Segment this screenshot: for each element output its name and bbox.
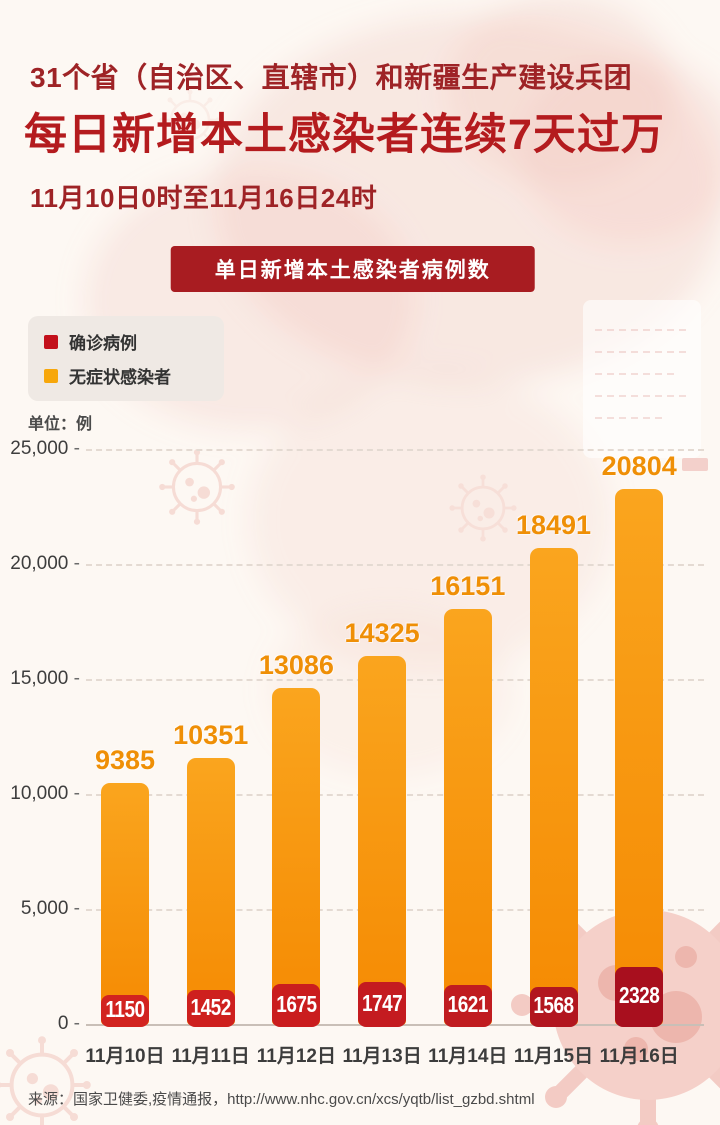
- source-note: 来源：国家卫健委,疫情通报，http://www.nhc.gov.cn/xcs/…: [28, 1091, 535, 1108]
- gridline: [86, 449, 704, 451]
- virus-outline-icon: [0, 88, 518, 1125]
- legend-label-asymptomatic: 无症状感染者: [69, 368, 171, 387]
- bar-11月10日: 1150: [101, 783, 149, 1027]
- y-axis-label: 5,000: [0, 898, 80, 920]
- bar-confirmed-segment: 1747: [358, 982, 407, 1027]
- x-axis-label: 11月12日: [256, 1046, 336, 1067]
- unit-label: 单位：例: [28, 416, 93, 433]
- bar-11月11日: 1452: [186, 758, 235, 1027]
- legend-swatch-confirmed-icon: [44, 334, 58, 349]
- legend: 确诊病例 无症状感染者: [28, 316, 224, 401]
- faded-card: [583, 300, 708, 471]
- page-title: 每日新增本土感染者连续7天过万: [24, 111, 665, 159]
- x-axis-label: 11月10日: [85, 1046, 165, 1067]
- bar-total-label: 16151: [430, 571, 506, 601]
- bar-11月12日: 1675: [272, 688, 321, 1027]
- header-subtitle: 31个省（自治区、直辖市）和新疆生产建设兵团: [30, 62, 633, 93]
- y-axis-label: 20,000: [0, 553, 80, 575]
- date-range: 11月10日0时至11月16日24时: [30, 183, 378, 213]
- x-axis-label: 11月14日: [428, 1046, 508, 1067]
- x-axis-label: 11月16日: [599, 1046, 679, 1067]
- bar-confirmed-segment: 1452: [186, 990, 235, 1027]
- bar-confirmed-value: 1621: [447, 992, 489, 1019]
- legend-item-confirmed: 确诊病例: [44, 329, 208, 354]
- bar-confirmed-value: 2328: [619, 983, 660, 1010]
- x-axis-label: 11月11日: [171, 1046, 250, 1067]
- bar-11月16日: 2328: [615, 489, 664, 1027]
- y-axis-label: 10,000: [0, 783, 80, 805]
- bar-confirmed-value: 1747: [361, 991, 403, 1017]
- legend-swatch-asymptomatic-icon: [44, 368, 58, 383]
- bar-confirmed-value: 1675: [276, 992, 317, 1018]
- bar-confirmed-value: 1150: [105, 997, 145, 1024]
- x-axis-label: 11月15日: [513, 1046, 594, 1067]
- bar-confirmed-segment: 1150: [101, 995, 149, 1027]
- chart-title-badge: 单日新增本土感染者病例数: [170, 246, 535, 292]
- gridline: [86, 564, 704, 566]
- bar-confirmed-segment: 1621: [443, 985, 492, 1027]
- bar-total-label: 10351: [173, 720, 249, 750]
- bar-11月14日: 1621: [443, 609, 492, 1027]
- bar-total-label: 14325: [344, 618, 420, 648]
- legend-item-asymptomatic: 无症状感染者: [44, 363, 208, 388]
- bar-total-label: 18491: [515, 510, 592, 540]
- bar-total-label: 9385: [94, 745, 156, 775]
- y-axis-label: 0: [0, 1013, 80, 1035]
- bar-11月13日: 1747: [358, 656, 407, 1027]
- bar-confirmed-value: 1568: [533, 993, 574, 1020]
- x-axis-label: 11月13日: [342, 1046, 422, 1067]
- y-axis-label: 15,000: [0, 668, 80, 690]
- legend-label-confirmed: 确诊病例: [69, 334, 137, 353]
- bar-total-label: 13086: [258, 650, 334, 680]
- y-axis-label: 25,000: [0, 438, 80, 460]
- bar-confirmed-segment: 2328: [615, 967, 664, 1027]
- bar-confirmed-segment: 1675: [272, 984, 321, 1027]
- bar-11月15日: 1568: [529, 548, 578, 1027]
- bar-confirmed-segment: 1568: [529, 987, 578, 1027]
- bar-total-label: 20804: [601, 451, 677, 481]
- bar-confirmed-value: 1452: [190, 995, 232, 1021]
